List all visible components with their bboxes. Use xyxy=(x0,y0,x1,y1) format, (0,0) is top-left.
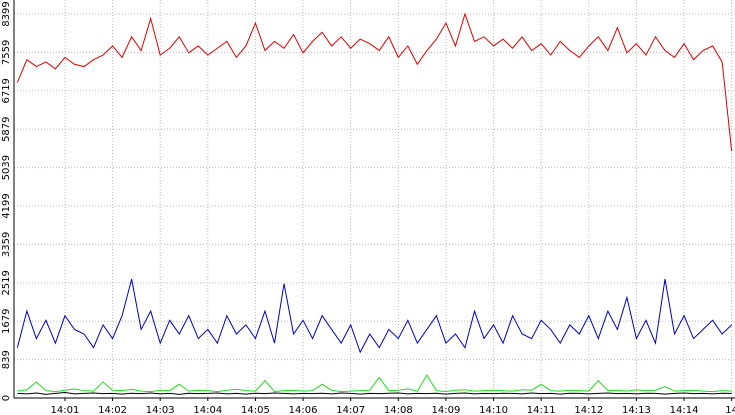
y-tick-label: 0 xyxy=(1,395,12,401)
x-tick-label: 14:06 xyxy=(289,405,318,415)
x-tick-label: 14:12 xyxy=(574,405,603,415)
x-tick-label: 14:10 xyxy=(479,405,508,415)
series-line xyxy=(17,374,732,393)
y-tick-label: 5879 xyxy=(1,116,12,141)
y-tick-label: 3359 xyxy=(1,232,12,257)
x-tick-label: 14:07 xyxy=(336,405,365,415)
series-line xyxy=(16,12,733,152)
x-tick-label: 14:14 xyxy=(670,405,699,415)
y-tick-label: 8399 xyxy=(1,1,12,26)
x-tick-label: 14:02 xyxy=(98,405,127,415)
x-tick-label: 14:03 xyxy=(146,405,175,415)
y-tick-label: 1679 xyxy=(1,309,12,334)
y-tick-label: 2519 xyxy=(1,270,12,295)
plot-area xyxy=(16,12,733,395)
x-tick-label: 14:05 xyxy=(241,405,270,415)
y-tick-label: 7559 xyxy=(1,40,12,65)
x-tick-label: 14:04 xyxy=(193,405,222,415)
y-tick-label: 6719 xyxy=(1,78,12,103)
x-tick-label: 14:08 xyxy=(384,405,413,415)
x-tick-label: 14 xyxy=(725,405,735,415)
x-tick-label: 14:11 xyxy=(527,405,556,415)
x-tick-label: 14:01 xyxy=(51,405,80,415)
y-tick-label: 5039 xyxy=(1,155,12,180)
x-tick-label: 14:13 xyxy=(622,405,651,415)
series-line xyxy=(17,392,732,395)
grid xyxy=(14,0,735,399)
x-tick-label: 14:09 xyxy=(432,405,461,415)
y-tick-label: 4199 xyxy=(1,193,12,218)
y-tick-label: 839 xyxy=(1,350,12,369)
series-line xyxy=(16,279,733,354)
